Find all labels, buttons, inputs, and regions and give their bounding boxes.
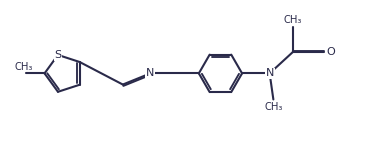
Text: O: O bbox=[326, 47, 335, 57]
Text: CH₃: CH₃ bbox=[284, 15, 302, 25]
Text: CH₃: CH₃ bbox=[264, 102, 283, 112]
Text: S: S bbox=[54, 50, 62, 60]
Text: N: N bbox=[265, 68, 274, 78]
Text: N: N bbox=[146, 68, 154, 78]
Text: CH₃: CH₃ bbox=[15, 62, 33, 72]
